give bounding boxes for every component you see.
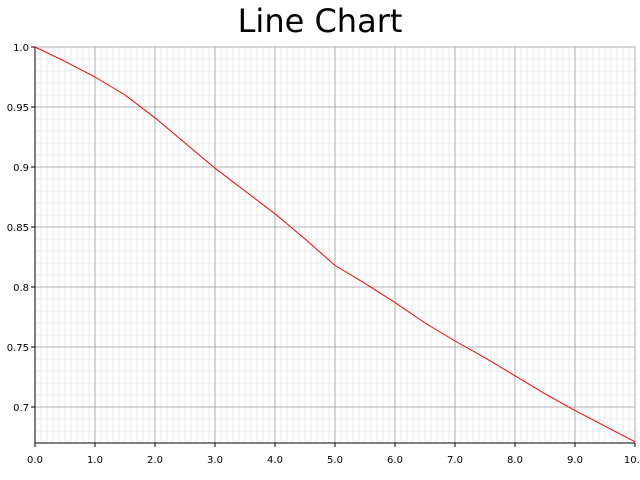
x-tick-label: 9.0 bbox=[567, 455, 583, 466]
series-layer bbox=[34, 46, 636, 443]
x-tick-labels: 0.0 1.0 2.0 3.0 4.0 5.0 6.0 7.0 8.0 9.0 10.0 bbox=[27, 455, 640, 466]
x-tick-label: 5.0 bbox=[327, 455, 343, 466]
x-tick-label: 2.0 bbox=[147, 455, 163, 466]
y-tick-labels: 1.0 0.95 0.9 0.85 0.8 0.75 0.7 bbox=[7, 43, 29, 414]
y-tick-label: 0.75 bbox=[7, 343, 29, 354]
x-tick-label: 4.0 bbox=[267, 455, 283, 466]
y-tick-label: 1.0 bbox=[13, 43, 29, 54]
y-tick-label: 0.9 bbox=[13, 163, 29, 174]
series-line bbox=[34, 46, 636, 443]
x-tick-label: 3.0 bbox=[207, 455, 223, 466]
chart-title: Line Chart bbox=[237, 2, 403, 40]
x-tick-label: 1.0 bbox=[87, 455, 103, 466]
x-tick-label: 7.0 bbox=[447, 455, 463, 466]
x-tick-label: 8.0 bbox=[507, 455, 523, 466]
y-tick-label: 0.8 bbox=[13, 283, 29, 294]
x-tick-label: 10.0 bbox=[624, 455, 640, 466]
x-tick-label: 6.0 bbox=[387, 455, 403, 466]
axes bbox=[31, 46, 636, 447]
y-tick-label: 0.95 bbox=[7, 103, 29, 114]
y-tick-label: 0.85 bbox=[7, 223, 29, 234]
x-tick-label: 0.0 bbox=[27, 455, 43, 466]
major-gridlines bbox=[35, 46, 636, 443]
y-tick-label: 0.7 bbox=[13, 403, 29, 414]
